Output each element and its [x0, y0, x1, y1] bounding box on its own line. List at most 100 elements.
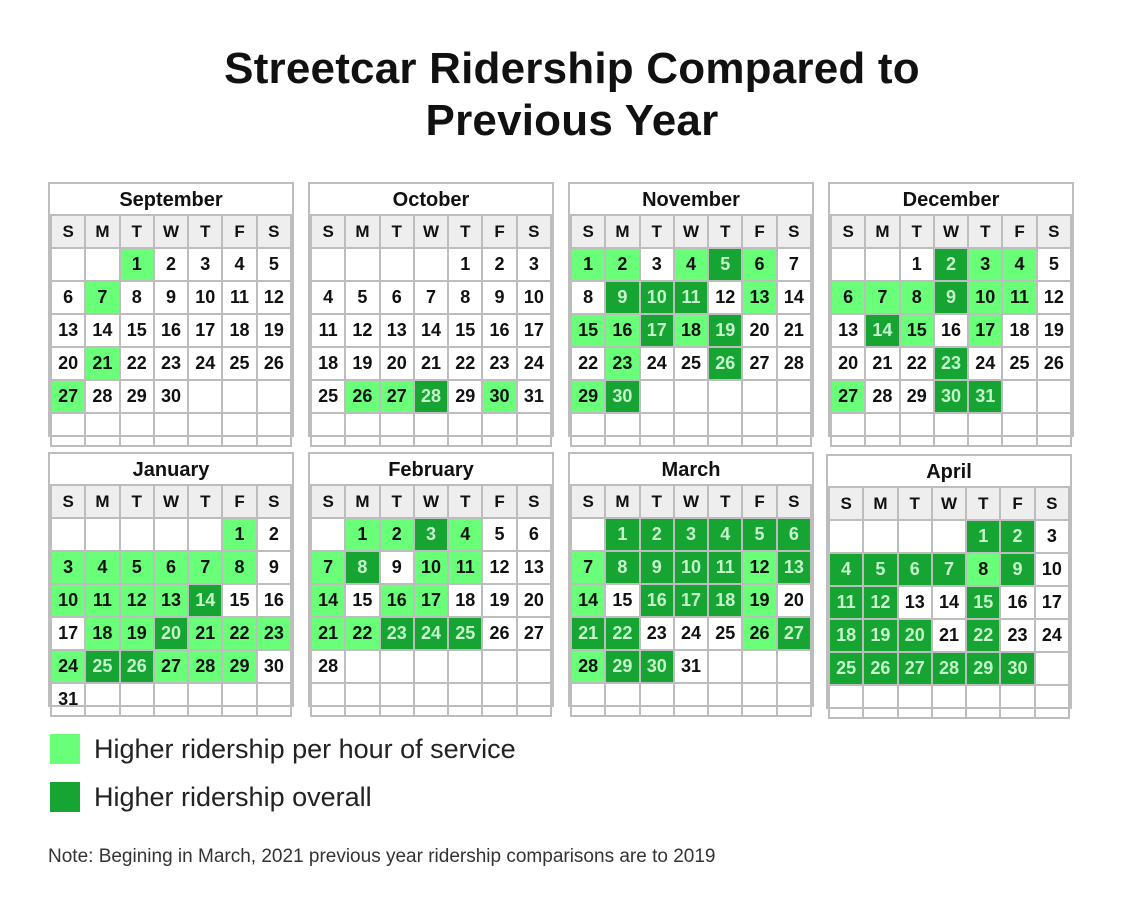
- empty-cell: [672, 412, 710, 447]
- day-cell: 3: [967, 247, 1004, 282]
- day-cell: 18: [84, 616, 121, 651]
- weekday-header: M: [604, 214, 641, 249]
- day-cell: 26: [707, 346, 744, 381]
- weekday-header: T: [118, 214, 155, 249]
- day-cell: 19: [707, 313, 744, 348]
- empty-cell: [999, 684, 1036, 719]
- day-cell: 25: [1001, 346, 1038, 381]
- day-cell: 21: [412, 346, 450, 381]
- empty-cell: [707, 682, 744, 717]
- month-day-grid: S M T W T F S 1 2 3 4 5 6 7 8 9 10 11 12 13 14 15 16 17 18 19 20 21…: [569, 484, 813, 717]
- month-calendar-february: February S M T W T F S 1 2 3 4 5 6 7 8 9 10 11 12 13 14 15 16 17…: [308, 452, 554, 717]
- day-cell: 17: [187, 313, 224, 348]
- day-cell: 14: [569, 583, 607, 618]
- empty-cell: [569, 517, 607, 552]
- day-cell: 20: [378, 346, 415, 381]
- day-cell: 8: [569, 280, 607, 315]
- day-cell: 10: [638, 280, 675, 315]
- empty-cell: [515, 412, 553, 447]
- day-cell: 20: [775, 583, 813, 618]
- day-cell: 2: [378, 517, 415, 552]
- day-cell: 12: [255, 280, 293, 315]
- day-cell: 12: [1035, 280, 1073, 315]
- day-cell: 13: [741, 280, 778, 315]
- day-cell: 22: [447, 346, 484, 381]
- day-cell: 16: [604, 313, 641, 348]
- empty-cell: [741, 682, 778, 717]
- day-cell: 15: [898, 313, 935, 348]
- day-cell: 25: [672, 346, 710, 381]
- day-cell: 10: [515, 280, 553, 315]
- day-cell: 7: [309, 550, 347, 585]
- day-cell: 28: [309, 649, 347, 684]
- day-cell: 9: [638, 550, 675, 585]
- empty-cell: [378, 682, 415, 717]
- day-cell: 17: [672, 583, 710, 618]
- day-cell: 2: [604, 247, 641, 282]
- empty-cell: [309, 247, 347, 282]
- weekday-header: T: [378, 214, 415, 249]
- day-cell: 17: [515, 313, 553, 348]
- day-cell: 5: [707, 247, 744, 282]
- day-cell: 19: [481, 583, 518, 618]
- empty-cell: [152, 412, 190, 447]
- day-cell: 5: [344, 280, 381, 315]
- empty-cell: [515, 682, 553, 717]
- day-cell: 23: [378, 616, 415, 651]
- day-cell: 15: [569, 313, 607, 348]
- day-cell: 16: [481, 313, 518, 348]
- weekday-header: F: [221, 484, 258, 519]
- day-cell: 6: [152, 550, 190, 585]
- empty-cell: [447, 682, 484, 717]
- empty-cell: [862, 684, 899, 719]
- day-cell: 3: [49, 550, 87, 585]
- weekday-header: F: [741, 214, 778, 249]
- day-cell: 26: [1035, 346, 1073, 381]
- day-cell: 6: [775, 517, 813, 552]
- weekday-header: S: [829, 214, 867, 249]
- day-cell: 7: [187, 550, 224, 585]
- weekday-header: T: [447, 484, 484, 519]
- weekday-header: S: [515, 484, 553, 519]
- day-cell: 9: [152, 280, 190, 315]
- weekday-header: S: [775, 484, 813, 519]
- day-cell: 17: [49, 616, 87, 651]
- weekday-header: W: [152, 484, 190, 519]
- empty-cell: [187, 379, 224, 414]
- empty-cell: [84, 247, 121, 282]
- weekday-header: F: [999, 486, 1036, 521]
- weekday-header: T: [378, 484, 415, 519]
- day-cell: 27: [829, 379, 867, 414]
- empty-cell: [344, 649, 381, 684]
- day-cell: 2: [481, 247, 518, 282]
- weekday-header: S: [309, 214, 347, 249]
- month-day-grid: S M T W T F S 1 2 3 4 5 6 7 8 9 10 11 12 13 14 15 16 17 18 19 20 21…: [569, 214, 813, 447]
- day-cell: 8: [965, 552, 1002, 587]
- day-cell: 12: [481, 550, 518, 585]
- day-cell: 30: [638, 649, 675, 684]
- day-cell: 10: [967, 280, 1004, 315]
- day-cell: 15: [344, 583, 381, 618]
- empty-cell: [412, 649, 450, 684]
- day-cell: 11: [309, 313, 347, 348]
- day-cell: 30: [255, 649, 293, 684]
- empty-cell: [481, 649, 518, 684]
- empty-cell: [412, 247, 450, 282]
- empty-cell: [707, 649, 744, 684]
- month-calendar-september: September S M T W T F S 1 2 3 4 5 6 7 8 9 10 11 12 13 14 15 16 1…: [48, 182, 294, 447]
- day-cell: 13: [152, 583, 190, 618]
- day-cell: 13: [515, 550, 553, 585]
- empty-cell: [84, 682, 121, 717]
- empty-cell: [1033, 651, 1071, 686]
- day-cell: 18: [309, 346, 347, 381]
- day-cell: 27: [49, 379, 87, 414]
- day-cell: 10: [1033, 552, 1071, 587]
- empty-cell: [255, 682, 293, 717]
- day-cell: 23: [638, 616, 675, 651]
- weekday-header: F: [481, 214, 518, 249]
- empty-cell: [378, 247, 415, 282]
- empty-cell: [638, 412, 675, 447]
- empty-cell: [221, 412, 258, 447]
- day-cell: 16: [152, 313, 190, 348]
- empty-cell: [864, 247, 901, 282]
